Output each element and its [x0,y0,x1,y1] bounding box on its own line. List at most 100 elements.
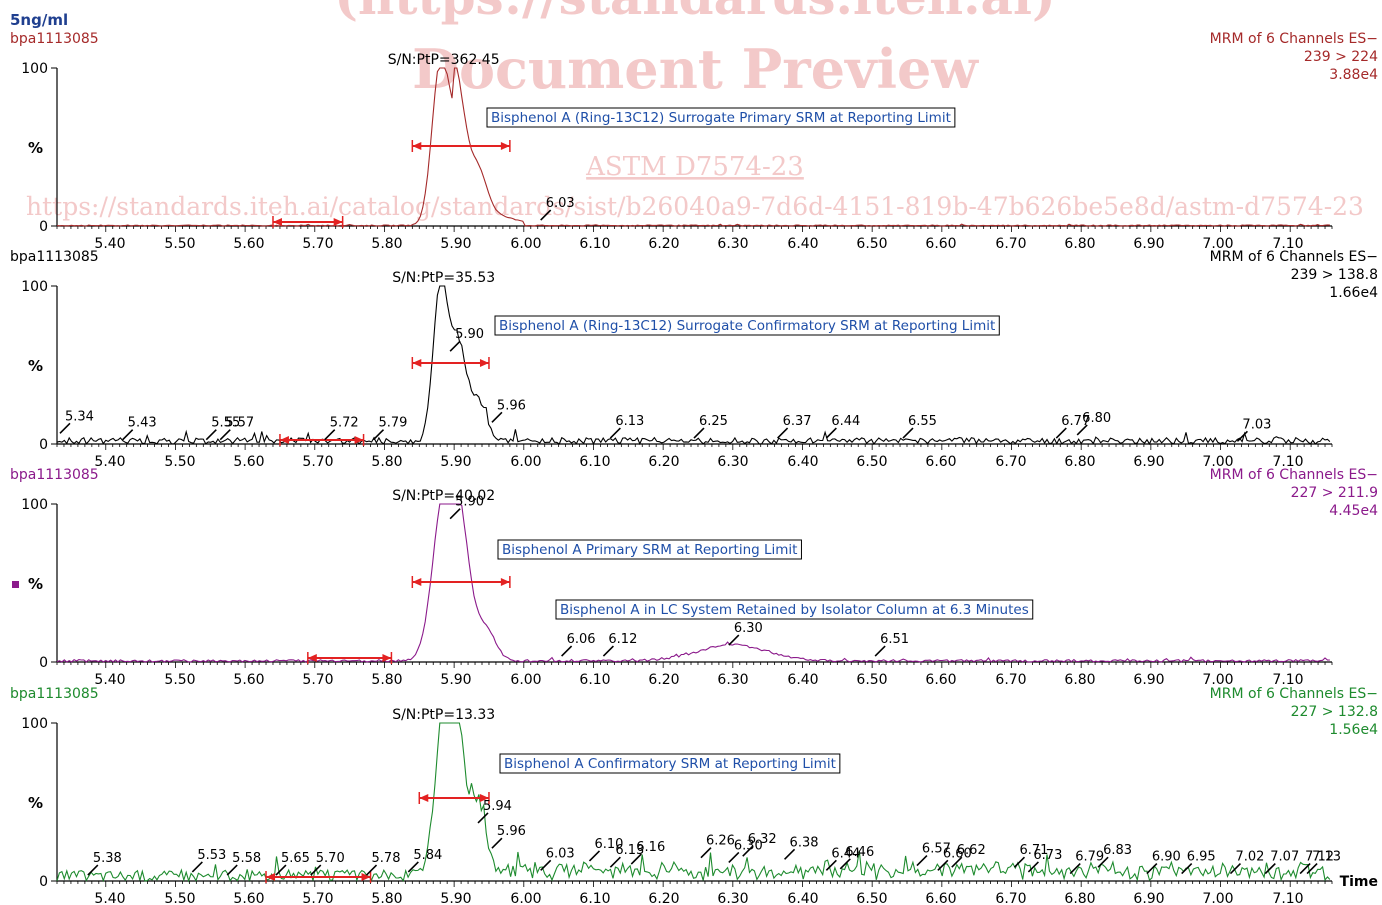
peak-range-arrow-head-left [412,578,422,586]
peak-leader [1055,427,1067,439]
peak-label: 5.53 [197,848,226,863]
peak-label: 6.62 [957,843,986,858]
peak-leader [1069,862,1081,875]
peak-leader [1299,862,1311,875]
peak-leader [951,856,963,868]
peak-label: 6.25 [699,414,728,429]
chromatogram-panel-4: bpa1113085 MRM of 6 Channels ES− 227 > 132… [10,686,1378,905]
peak-leader [87,864,99,876]
peak-leader [1236,430,1248,442]
chromatogram-panel-3: bpa1113085 MRM of 6 Channels ES− 227 > 211… [10,467,1378,688]
x-tick-label: 7.00 [1202,672,1233,688]
peak-label: 6.10 [594,837,623,852]
x-tick-label: 5.40 [94,454,125,470]
peak-leader [59,422,71,434]
x-tick-label: 6.40 [787,236,818,252]
file-name: bpa1113085 [10,31,99,47]
x-tick-label: 5.50 [164,236,195,252]
peak-label: 6.30 [734,621,763,636]
x-tick-label: 6.80 [1064,672,1095,688]
peak-leader [937,859,949,871]
peak-label: 6.32 [748,832,777,847]
peak-leader [310,864,322,876]
peak-leader [630,853,642,865]
y-tick-label: 0 [39,655,48,671]
function-label: MRM of 6 Channels ES− [1210,686,1378,702]
peak-leader [122,429,134,441]
x-tick-label: 6.80 [1064,236,1095,252]
signal-noise-label: S/N:PtP=362.45 [388,52,500,68]
peak-leader [1264,862,1276,875]
peak-label: 5.57 [225,416,254,431]
peak-leader [324,429,336,441]
noise-range-arrow-head-right [354,436,364,444]
x-tick-label: 7.10 [1272,891,1303,905]
peak-leader [825,427,837,439]
y-tick-label: 100 [21,716,48,732]
peak-label: 5.65 [281,851,310,866]
x-tick-label: 6.30 [717,454,748,470]
peak-leader [205,429,217,441]
x-tick-label: 5.90 [440,454,471,470]
annotation-box [497,539,802,560]
watermark-catalog: https://standards.iteh.ai/catalog/standa… [26,192,1364,221]
x-tick-label: 6.30 [717,891,748,905]
y-axis-label: % [28,575,43,593]
peak-label: 6.95 [1187,850,1216,865]
x-tick-label: 5.90 [440,891,471,905]
x-tick-label: 5.60 [233,672,264,688]
transition-label: 239 > 138.8 [1291,267,1378,283]
peak-label: 7.12 [1305,850,1334,865]
peak-leader [226,864,238,876]
peak-label: 5.79 [378,416,407,431]
x-tick-label: 6.50 [856,891,887,905]
peak-range-arrow-head-right [479,794,489,802]
peak-label: 6.44 [831,846,860,861]
peak-label: 6.26 [706,834,735,849]
peak-range-arrow-head-left [412,142,422,150]
peak-leader [449,340,461,352]
x-tick-label: 6.70 [995,454,1026,470]
x-tick-label: 6.70 [995,236,1026,252]
watermark-url-top: (https://standards.iteh.ai) [334,0,1055,26]
peak-leader [602,645,614,657]
x-tick-label: 5.60 [233,891,264,905]
x-tick-label: 5.80 [371,672,402,688]
x-tick-label: 5.40 [94,236,125,252]
peak-leader [407,861,419,873]
annotation-box-text: Bisphenol A (Ring-13C12) Surrogate Prima… [491,110,951,126]
noise-range-arrow-head-left [272,218,282,226]
watermark: (https://standards.iteh.ai) Document Pre… [26,0,1364,221]
function-label: MRM of 6 Channels ES− [1210,249,1378,265]
peak-leader [728,634,740,646]
peak-range-arrow-head-right [500,142,510,150]
peak-leader [609,856,621,868]
x-tick-label: 6.00 [510,454,541,470]
peak-range-arrow-head-left [412,359,422,367]
x-tick-label: 6.10 [579,672,610,688]
intensity-label: 3.88e4 [1329,67,1378,83]
x-tick-label: 6.30 [717,672,748,688]
chromatogram-trace [56,722,1331,883]
peak-range-arrow-head-left [419,794,429,802]
x-tick-label: 6.20 [648,454,679,470]
peak-label: 6.57 [922,842,951,857]
file-name: bpa1113085 [10,249,99,265]
chromatogram-trace [56,503,1330,663]
peak-label: 6.13 [615,843,644,858]
x-tick-label: 5.60 [233,236,264,252]
peak-label: 6.60 [943,846,972,861]
intensity-label: 1.56e4 [1329,722,1378,738]
peak-leader [609,427,621,439]
peak-label: 5.78 [372,851,401,866]
peak-leader [275,864,287,876]
x-tick-label: 6.90 [1133,891,1164,905]
peak-leader [728,851,740,864]
x-tick-label: 5.80 [371,891,402,905]
y-axis-label: % [28,794,43,812]
noise-range-arrow-head-left [266,873,276,881]
peak-label: 6.71 [1019,843,1048,858]
file-name: bpa1113085 [10,467,99,483]
chromatogram-trace [56,67,1330,227]
x-tick-label: 5.40 [94,891,125,905]
